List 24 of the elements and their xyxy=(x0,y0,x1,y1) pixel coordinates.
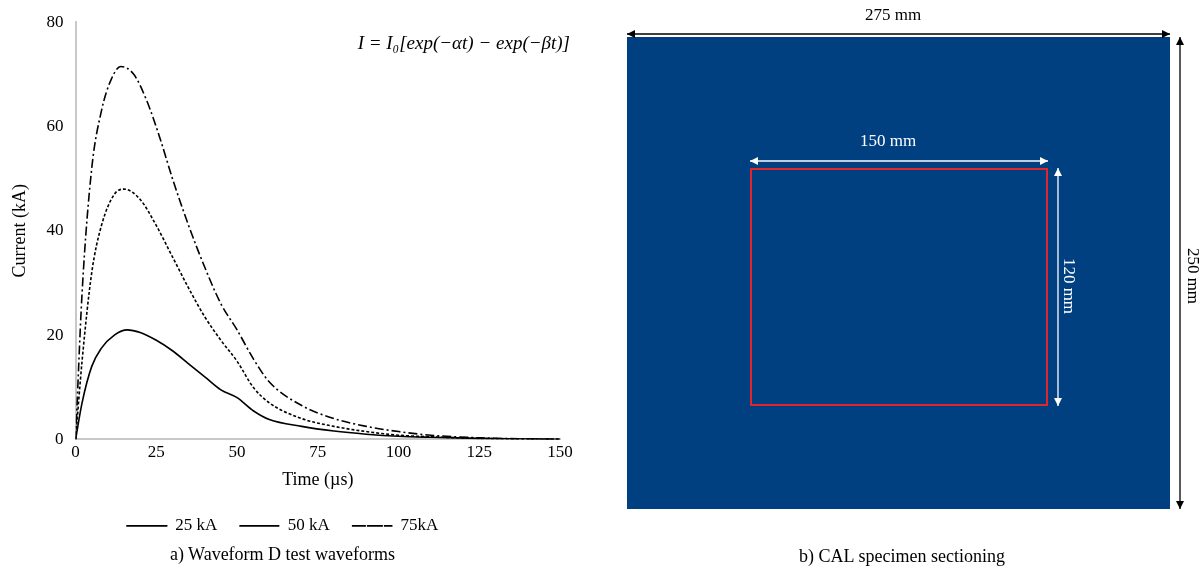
x-tick-label: 25 xyxy=(147,442,165,462)
text: b) CAL specimen sectioning xyxy=(798,546,1006,567)
x-tick-label: 75 xyxy=(309,442,327,462)
text: 250 mm xyxy=(1183,247,1204,305)
x-axis-title: Time (µs) xyxy=(282,469,354,491)
y-tick-label: 80 xyxy=(46,11,64,31)
text: 150 mm xyxy=(860,131,917,151)
y-tick-label: 60 xyxy=(46,115,64,135)
y-tick-label: 0 xyxy=(55,428,64,448)
x-tick-label: 100 xyxy=(385,442,412,462)
y-tick-label: 20 xyxy=(46,324,64,344)
x-tick-label: 0 xyxy=(71,442,80,462)
text: 275 mm xyxy=(865,5,922,25)
text: 120 mm xyxy=(1059,257,1080,315)
x-tick-label: 50 xyxy=(228,442,246,462)
x-tick-label: 125 xyxy=(466,442,493,462)
y-axis-title: Current (kA) xyxy=(8,184,30,278)
x-tick-label: 150 xyxy=(547,442,573,462)
legend-label: 75kA xyxy=(400,515,439,535)
y-tick-label: 40 xyxy=(46,220,64,240)
legend-label: 25 kA xyxy=(175,515,219,535)
text: a) Waveform D test waveforms xyxy=(169,543,396,565)
legend-label: 50 kA xyxy=(287,515,331,535)
annotation: I = I₀[exp(−αt) − exp(−βt)] xyxy=(356,32,570,55)
